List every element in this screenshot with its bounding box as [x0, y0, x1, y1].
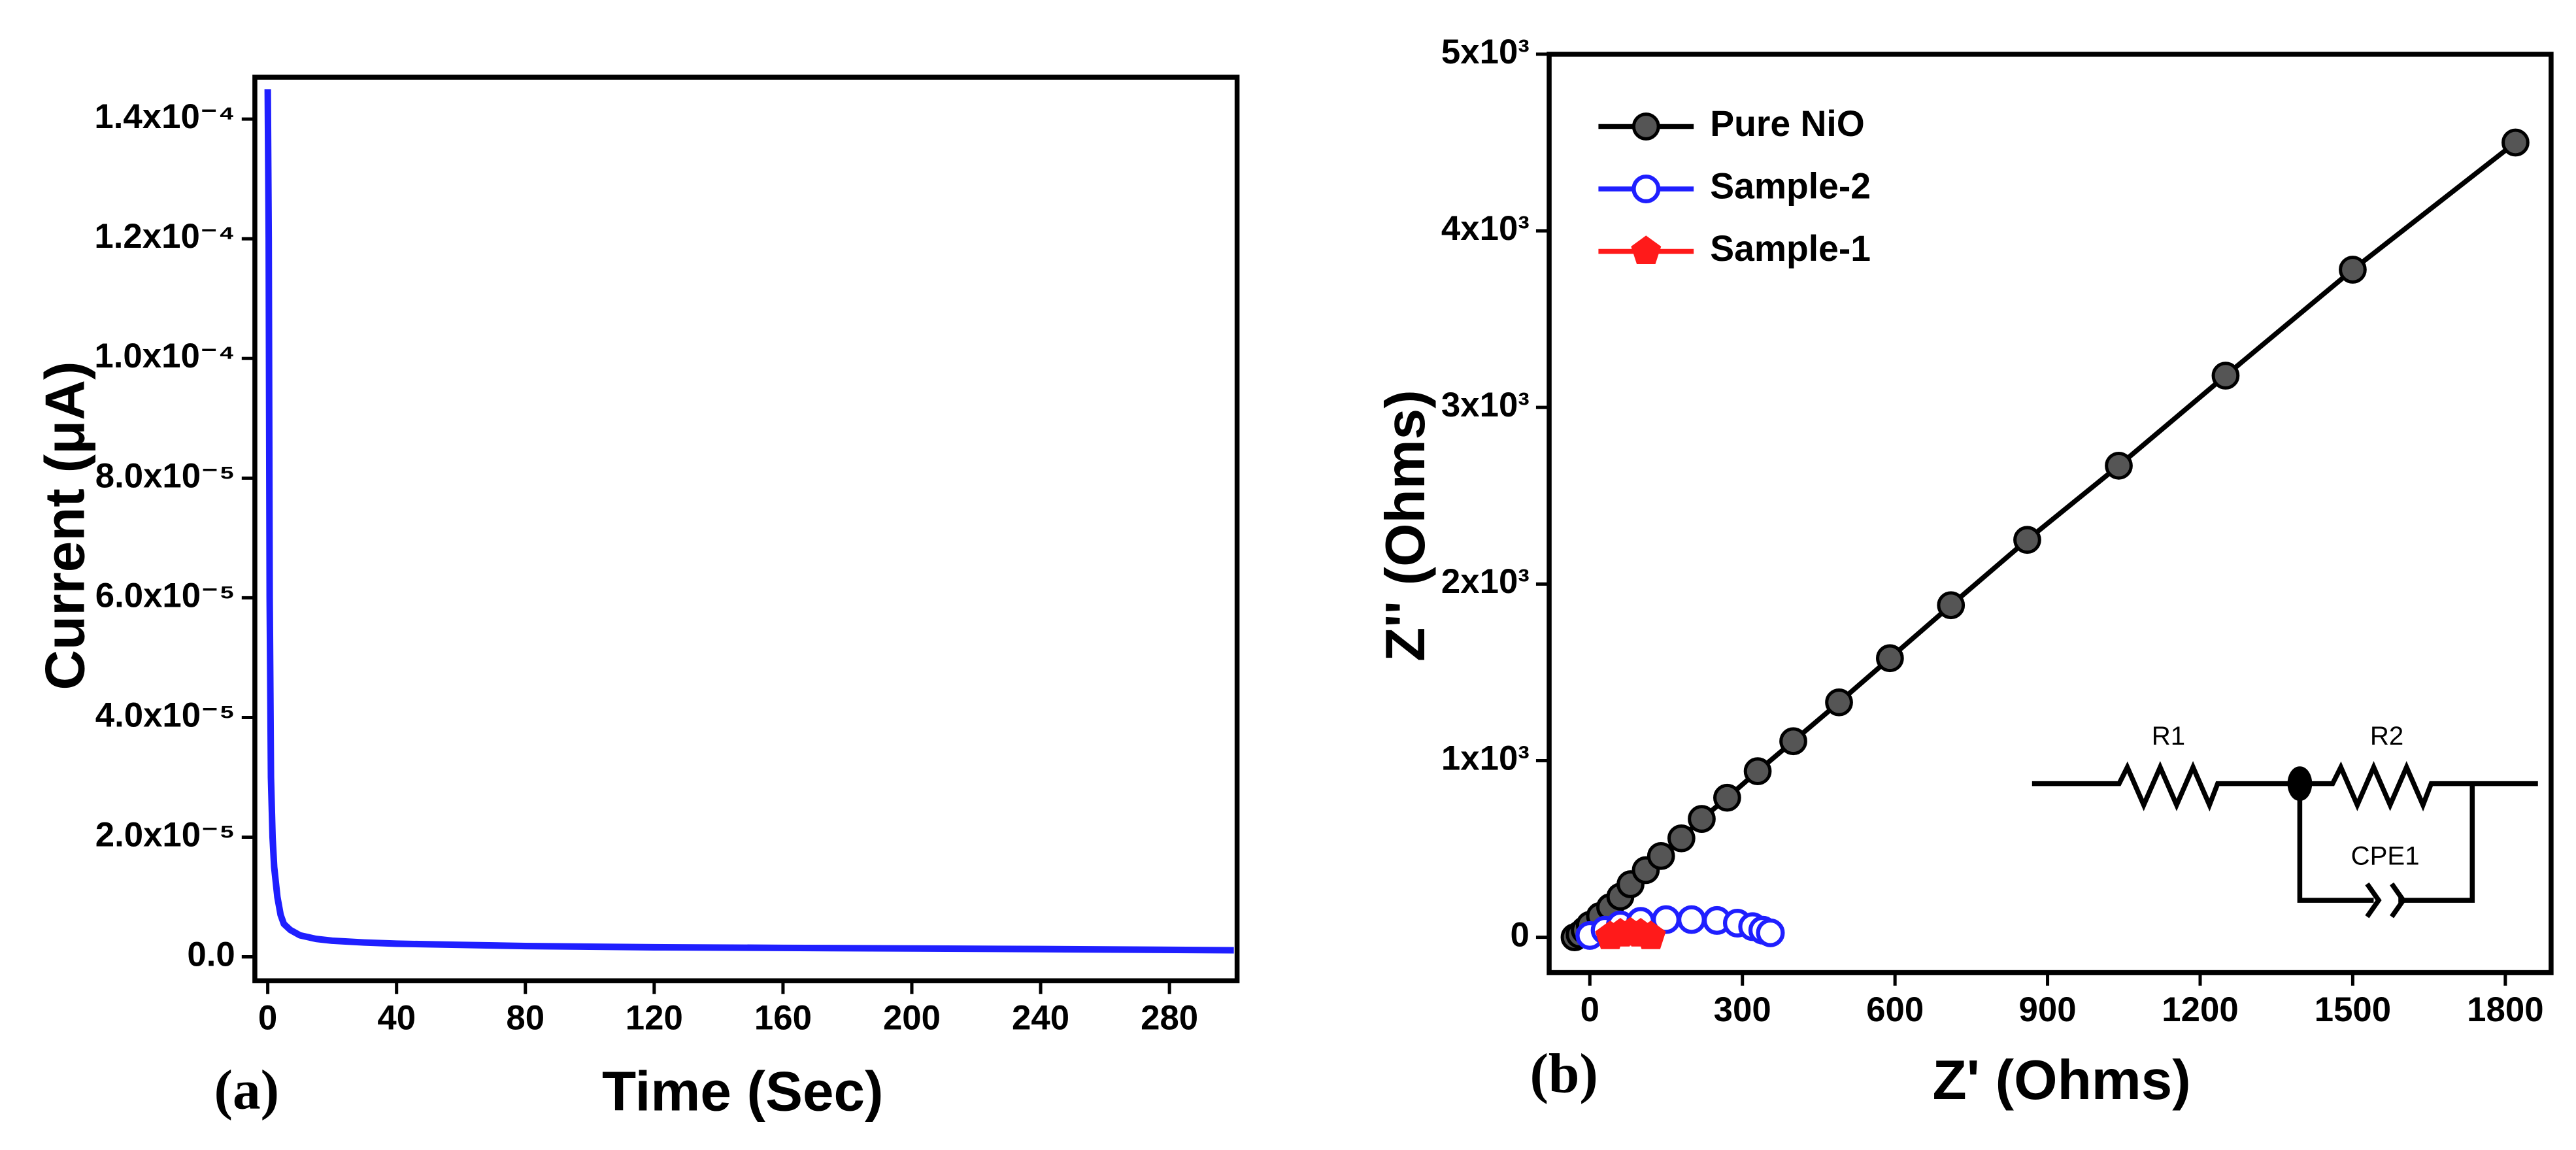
x-tick-label: 300 [1714, 990, 1771, 1029]
panel-tag: (b) [1530, 1043, 1597, 1105]
x-tick-label: 1800 [2467, 990, 2543, 1029]
cpe-symbol [2390, 882, 2407, 919]
x-tick-label: 1200 [2162, 990, 2238, 1029]
x-tick-label: 80 [506, 998, 544, 1037]
marker [1779, 727, 1807, 756]
y-tick-label: 0 [1511, 916, 1530, 955]
y-tick-label: 1.0x10⁻⁴ [94, 337, 235, 375]
x-tick-label: 40 [377, 998, 416, 1037]
legend-marker [1631, 174, 1661, 203]
y-tick-label: 6.0x10⁻⁵ [95, 576, 235, 615]
marker [1635, 921, 1666, 949]
circuit [2032, 761, 2538, 919]
marker [1667, 824, 1696, 853]
marker [1647, 841, 1675, 870]
y-tick-label: 3x10³ [1441, 386, 1530, 424]
circuit-label: R2 [2370, 721, 2403, 751]
legend-label: Sample-1 [1710, 228, 1871, 269]
y-tick-label: 1.4x10⁻⁴ [94, 97, 235, 136]
y-tick-label: 0.0 [187, 936, 235, 974]
y-tick-label: 8.0x10⁻⁵ [95, 456, 235, 495]
circuit-wire [2398, 783, 2475, 903]
y-tick-label: 1.2x10⁻⁴ [94, 217, 235, 256]
x-axis-title: Time (Sec) [602, 1061, 883, 1123]
x-tick-label: 600 [1866, 990, 1924, 1029]
x-tick-label: 240 [1012, 998, 1069, 1037]
series-line [264, 89, 1234, 954]
circuit-label: R1 [2152, 721, 2185, 751]
x-tick-label: 1500 [2315, 990, 2391, 1029]
x-tick-label: 280 [1141, 998, 1198, 1037]
plot-frame [252, 75, 1240, 983]
x-axis-title: Z' (Ohms) [1932, 1049, 2190, 1111]
legend-label: Pure NiO [1710, 103, 1864, 144]
marker [1743, 757, 1772, 786]
cpe-symbol [2365, 882, 2382, 919]
marker [2013, 526, 2041, 554]
y-tick-label: 4x10³ [1441, 209, 1530, 248]
x-tick-label: 900 [2019, 990, 2077, 1029]
y-tick-label: 5x10³ [1441, 33, 1530, 71]
marker [1677, 905, 1706, 934]
marker [1756, 918, 1785, 947]
legend-marker [1631, 235, 1662, 265]
circuit-label: CPE1 [2351, 841, 2420, 870]
marker [1825, 688, 1853, 717]
panel-tag: (a) [214, 1060, 280, 1121]
legend-marker [1631, 112, 1660, 141]
marker [1713, 783, 1741, 812]
marker [1688, 805, 1716, 833]
plot-frame [1547, 52, 2554, 975]
y-axis-title: Z'' (Ohms) [1375, 390, 1437, 662]
circuit-wire [2032, 761, 2538, 812]
y-axis-title: Current (μA) [35, 362, 97, 690]
x-tick-label: 0 [1581, 990, 1599, 1029]
y-tick-label: 2x10³ [1441, 562, 1530, 601]
marker [2501, 128, 2530, 157]
y-tick-label: 1x10³ [1441, 739, 1530, 777]
circuit-node [2287, 766, 2313, 802]
circuit-wire [2297, 783, 2374, 903]
x-tick-label: 160 [754, 998, 812, 1037]
marker [1937, 591, 1965, 620]
marker [2105, 451, 2133, 480]
marker [1876, 644, 1904, 673]
y-tick-label: 2.0x10⁻⁵ [95, 815, 235, 854]
x-tick-label: 0 [258, 998, 277, 1037]
y-tick-label: 4.0x10⁻⁵ [95, 696, 235, 734]
marker [2339, 256, 2367, 284]
marker [2211, 362, 2240, 390]
x-tick-label: 200 [883, 998, 941, 1037]
legend-label: Sample-2 [1710, 166, 1871, 207]
x-tick-label: 120 [626, 998, 683, 1037]
